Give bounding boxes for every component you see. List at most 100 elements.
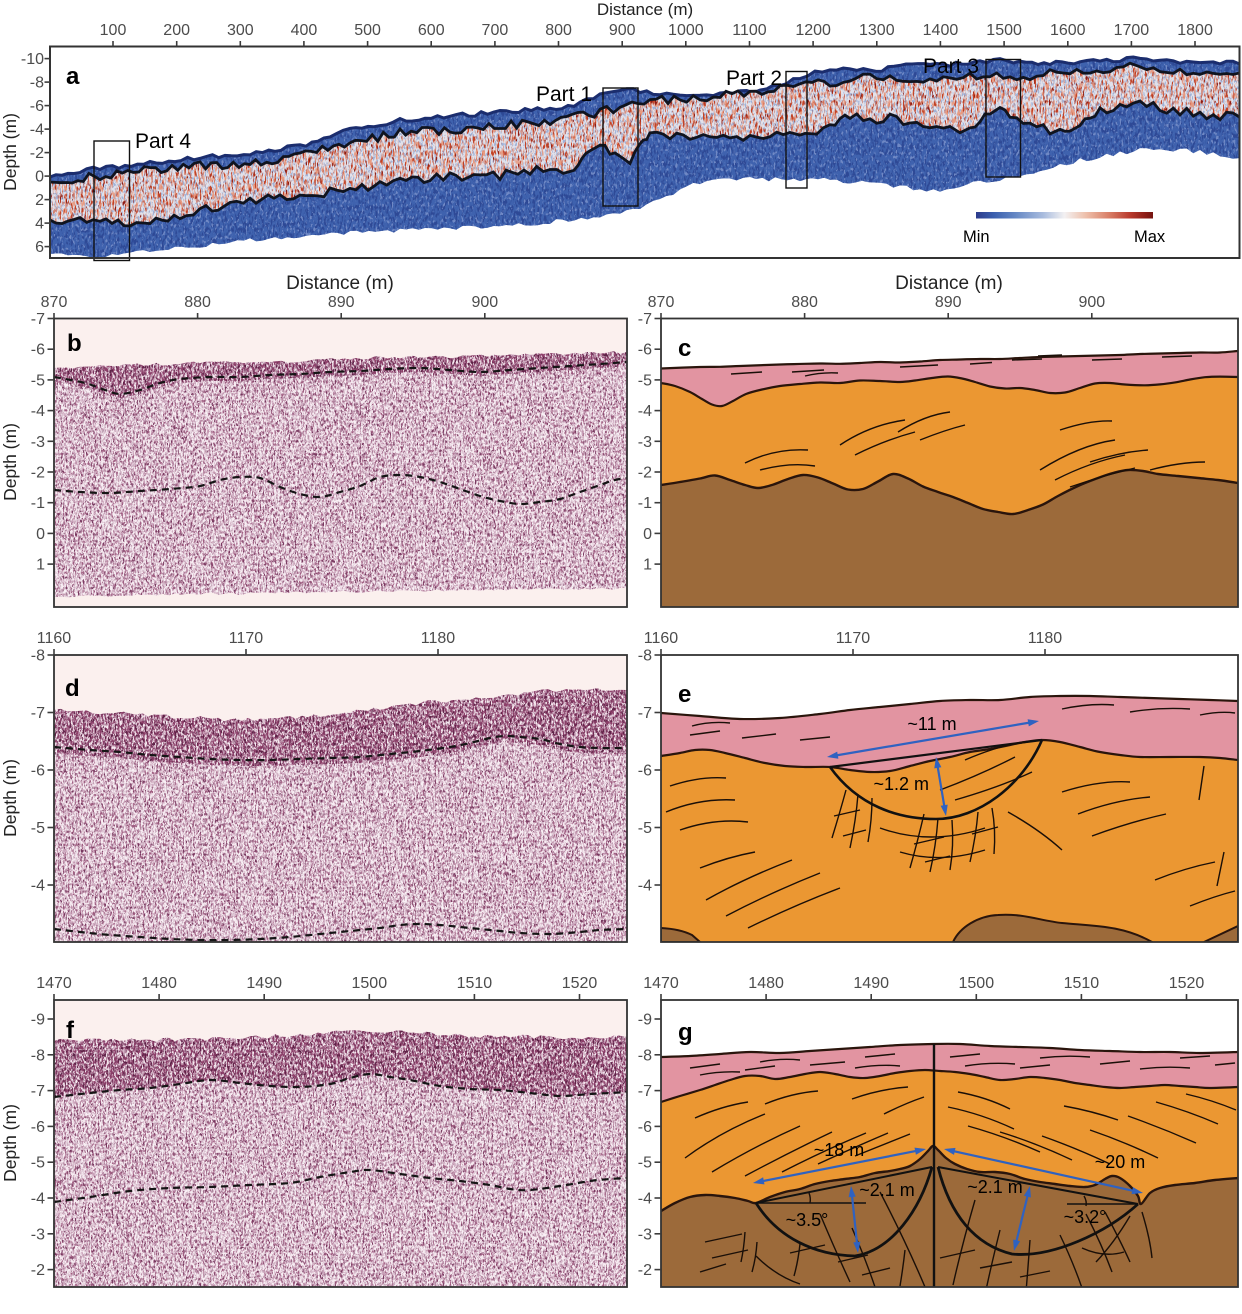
svg-text:1510: 1510 [1064, 975, 1100, 992]
svg-text:900: 900 [609, 22, 636, 39]
svg-text:-4: -4 [30, 122, 44, 139]
svg-text:-7: -7 [638, 705, 652, 722]
svg-text:880: 880 [791, 294, 818, 311]
svg-text:Part 4: Part 4 [135, 130, 191, 153]
svg-text:-3: -3 [31, 434, 45, 451]
svg-text:-7: -7 [31, 705, 45, 722]
svg-text:1520: 1520 [1169, 975, 1205, 992]
svg-text:1600: 1600 [1050, 22, 1086, 39]
svg-text:-2: -2 [638, 465, 652, 482]
svg-text:1400: 1400 [923, 22, 959, 39]
svg-text:-4: -4 [638, 1191, 652, 1208]
svg-text:Distance (m): Distance (m) [286, 273, 394, 294]
svg-text:-4: -4 [638, 878, 652, 895]
svg-text:-1: -1 [638, 495, 652, 512]
svg-text:-8: -8 [31, 648, 45, 665]
svg-text:Max: Max [1134, 228, 1166, 246]
svg-text:b: b [67, 330, 82, 357]
svg-text:890: 890 [328, 294, 355, 311]
svg-text:1800: 1800 [1177, 22, 1213, 39]
svg-text:~1.2 m: ~1.2 m [873, 774, 929, 794]
svg-text:1100: 1100 [732, 22, 767, 39]
svg-text:-8: -8 [30, 75, 44, 92]
svg-text:Distance (m): Distance (m) [597, 0, 693, 19]
svg-text:g: g [678, 1019, 693, 1046]
svg-text:Part 2: Part 2 [726, 67, 782, 90]
svg-text:1470: 1470 [643, 975, 679, 992]
svg-text:4: 4 [35, 216, 44, 233]
svg-text:~3.5°: ~3.5° [786, 1210, 829, 1230]
svg-text:1500: 1500 [959, 975, 995, 992]
svg-text:~3.2°: ~3.2° [1064, 1207, 1107, 1227]
svg-text:-3: -3 [31, 1226, 45, 1243]
svg-text:d: d [65, 675, 80, 702]
svg-text:880: 880 [184, 294, 211, 311]
svg-text:-5: -5 [638, 820, 652, 837]
svg-text:e: e [678, 681, 691, 708]
svg-text:1300: 1300 [859, 22, 895, 39]
svg-text:-7: -7 [638, 311, 652, 328]
svg-text:1480: 1480 [748, 975, 784, 992]
svg-text:890: 890 [935, 294, 962, 311]
svg-text:Depth (m): Depth (m) [0, 113, 20, 191]
svg-text:-10: -10 [21, 51, 44, 68]
svg-text:-6: -6 [638, 1119, 652, 1136]
svg-text:-4: -4 [31, 403, 45, 420]
svg-text:1200: 1200 [795, 22, 831, 39]
svg-text:870: 870 [41, 294, 68, 311]
svg-text:-6: -6 [638, 763, 652, 780]
svg-text:-3: -3 [638, 434, 652, 451]
svg-text:-7: -7 [638, 1083, 652, 1100]
svg-text:1170: 1170 [836, 630, 871, 647]
svg-text:-2: -2 [30, 145, 44, 162]
svg-text:-6: -6 [31, 763, 45, 780]
svg-text:200: 200 [163, 22, 190, 39]
svg-text:1500: 1500 [986, 22, 1022, 39]
svg-text:1160: 1160 [644, 630, 679, 647]
svg-text:900: 900 [471, 294, 498, 311]
svg-text:-9: -9 [31, 1012, 45, 1029]
svg-text:400: 400 [291, 22, 318, 39]
svg-text:-5: -5 [638, 1155, 652, 1172]
svg-text:1490: 1490 [853, 975, 889, 992]
svg-text:1500: 1500 [352, 975, 388, 992]
svg-text:Part 1: Part 1 [536, 83, 592, 106]
svg-text:900: 900 [1078, 294, 1105, 311]
svg-text:1: 1 [643, 557, 652, 574]
svg-text:-5: -5 [31, 1155, 45, 1172]
svg-text:870: 870 [648, 294, 675, 311]
svg-text:~2.1 m: ~2.1 m [967, 1177, 1023, 1197]
svg-text:1480: 1480 [141, 975, 177, 992]
svg-text:-1: -1 [31, 495, 45, 512]
svg-text:Distance (m): Distance (m) [895, 273, 1003, 294]
svg-text:-5: -5 [31, 820, 45, 837]
svg-text:-6: -6 [31, 1119, 45, 1136]
svg-text:Min: Min [963, 228, 990, 246]
svg-text:1160: 1160 [37, 630, 72, 647]
svg-text:-8: -8 [638, 1047, 652, 1064]
svg-text:6: 6 [35, 239, 44, 256]
svg-text:800: 800 [545, 22, 572, 39]
svg-text:Part 3: Part 3 [923, 55, 979, 78]
svg-text:Depth (m): Depth (m) [0, 759, 20, 837]
svg-text:-2: -2 [31, 465, 45, 482]
svg-text:500: 500 [354, 22, 381, 39]
svg-text:-9: -9 [638, 1012, 652, 1029]
svg-text:600: 600 [418, 22, 445, 39]
svg-text:-2: -2 [638, 1262, 652, 1279]
svg-text:~18 m: ~18 m [814, 1140, 865, 1160]
svg-text:-7: -7 [31, 1083, 45, 1100]
svg-text:-5: -5 [31, 372, 45, 389]
svg-text:~20 m: ~20 m [1095, 1152, 1146, 1172]
svg-text:~2.1 m: ~2.1 m [859, 1180, 915, 1200]
svg-text:1520: 1520 [562, 975, 598, 992]
svg-text:f: f [66, 1017, 75, 1044]
svg-text:-3: -3 [638, 1226, 652, 1243]
svg-text:-6: -6 [31, 342, 45, 359]
svg-text:-4: -4 [31, 878, 45, 895]
svg-text:0: 0 [35, 169, 44, 186]
svg-text:1470: 1470 [36, 975, 72, 992]
svg-text:100: 100 [100, 22, 127, 39]
svg-text:-4: -4 [638, 403, 652, 420]
svg-text:1000: 1000 [668, 22, 704, 39]
